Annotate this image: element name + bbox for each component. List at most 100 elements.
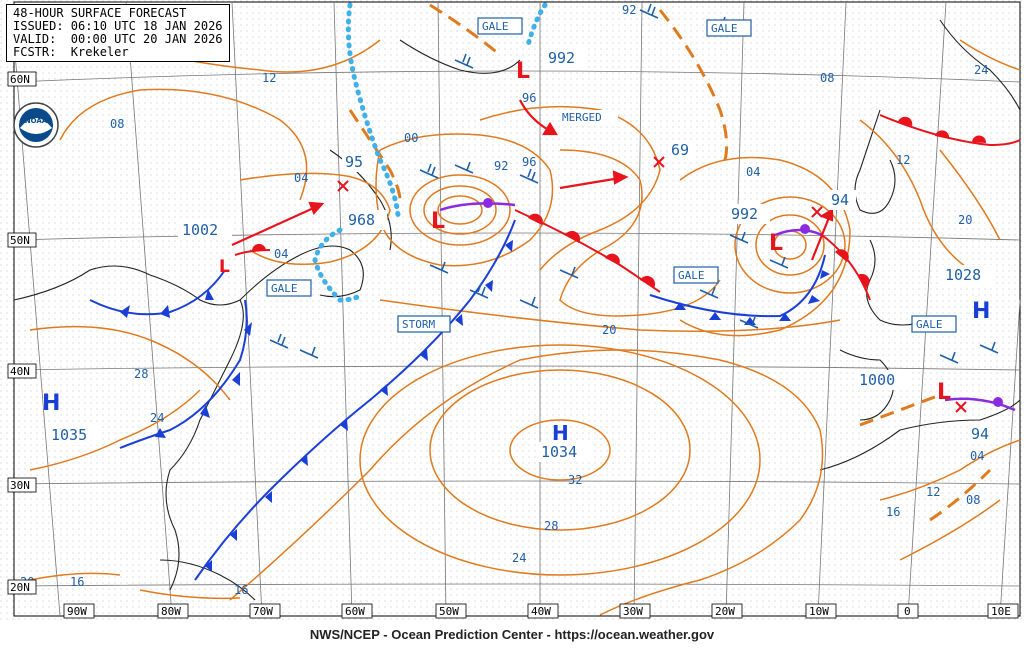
high-symbols: H H H [42, 299, 990, 445]
header-issued: ISSUED: 06:10 UTC 18 JAN 2026 [13, 19, 223, 33]
trough-greenland [429, 3, 501, 57]
grid-lon-20 [725, 1, 745, 617]
low-symbol: L [937, 380, 951, 405]
track-arrow-3 [559, 176, 621, 190]
cold-barb [808, 295, 820, 304]
warning-label: GALE [916, 318, 943, 331]
pressure-label-1002: 1002 [182, 221, 218, 239]
wind-barb [269, 333, 289, 349]
trough-mid-atlantic [658, 9, 729, 161]
occluded-bump [800, 224, 810, 234]
warm-bump [565, 230, 581, 243]
warm-front-east [821, 234, 871, 301]
wind-barb [419, 163, 439, 179]
isobar-low-992-east-a [734, 196, 846, 294]
pressure-label-992-north: 992 [548, 49, 575, 67]
x-marker [653, 156, 665, 168]
wind-barb [699, 286, 719, 299]
coast-british-isles [854, 109, 896, 214]
isobar-1012-east [899, 499, 1001, 561]
isobar-label: 24 [150, 411, 164, 425]
pressure-label-bg [345, 210, 387, 230]
isobar-low-968c [437, 195, 483, 225]
cold-barb [230, 529, 237, 541]
lon-label: 50W [439, 605, 459, 618]
cold-barb [455, 314, 463, 326]
lat-label: 30N [10, 479, 30, 492]
position-label-bg [668, 140, 696, 160]
isobar-1024-europe [959, 39, 1021, 71]
grid-lat-30 [13, 480, 1021, 485]
isobar-1024-west [29, 389, 201, 471]
isobar-label: 04 [294, 171, 308, 185]
wind-barb [519, 296, 539, 309]
wind-barb [739, 316, 759, 329]
cold-barb [485, 280, 493, 292]
high-symbol: H [972, 299, 990, 324]
grid-lon-0 [907, 1, 947, 617]
isobar-1020-south [229, 349, 824, 616]
cold-front-main [194, 219, 516, 581]
cold-barb [420, 349, 428, 361]
warning-label: GALE [678, 269, 705, 282]
warning-label: STORM [402, 318, 435, 331]
isobar-label: 96 [522, 91, 536, 105]
low-symbols: L L L L L [219, 59, 951, 405]
coast-caribbean [159, 559, 256, 601]
trough-africa [929, 468, 992, 522]
coast-maritimes [239, 245, 364, 301]
header-forecaster: FCSTR: Krekeler [13, 45, 129, 59]
lat-label: 40N [10, 365, 30, 378]
track-arrow-1 [231, 204, 319, 247]
cold-barb [155, 428, 166, 438]
isobar-label: 08 [110, 117, 124, 131]
grid-lon-80 [125, 1, 173, 617]
lon-label: 20W [715, 605, 735, 618]
isobars [29, 19, 1021, 616]
trough-iberia [859, 393, 941, 427]
warm-bump [858, 273, 870, 288]
isobar-label: 20 [602, 323, 616, 337]
svg-text:NOAA: NOAA [25, 117, 48, 125]
isobar-label: 12 [262, 71, 276, 85]
warm-bump [640, 275, 656, 288]
occluded-bump [483, 198, 493, 208]
cold-barb [505, 240, 513, 252]
cold-front-2 [119, 299, 248, 449]
isobar-label: 32 [568, 473, 582, 487]
forecast-x-markers [337, 156, 967, 413]
wind-barb [559, 266, 579, 279]
wind-barb [769, 256, 789, 269]
wind-barb [454, 53, 474, 69]
pressure-label-bg [856, 370, 910, 390]
ice-edges [312, 2, 548, 303]
pressure-label-1034: 1034 [541, 443, 577, 461]
cold-barb [300, 454, 308, 466]
wind-barb [729, 231, 749, 244]
occluded-fronts [439, 202, 1016, 412]
warm-bump [972, 135, 987, 143]
isobar-1016-east [879, 439, 1021, 501]
occluded-front-2 [774, 228, 823, 237]
warning-label: GALE [271, 282, 298, 295]
warm-front-bumps [251, 116, 987, 288]
position-label: 95 [345, 153, 363, 171]
latitude-labels: 60N 50N 40N 30N 20N [7, 71, 37, 595]
pressure-label-bg [942, 265, 996, 285]
isobar-low-968a [409, 174, 511, 246]
position-label-bg [342, 152, 370, 172]
cold-barb [674, 302, 686, 310]
cold-barb [380, 384, 388, 396]
lon-label: 0 [904, 605, 911, 618]
footer-credit[interactable]: NWS/NCEP - Ocean Prediction Center - htt… [309, 627, 715, 642]
lon-label: 60W [345, 605, 365, 618]
occluded-front-3 [944, 397, 1016, 412]
warning-box [706, 19, 752, 37]
lon-label: 70W [253, 605, 273, 618]
pressure-label-bg [728, 204, 770, 224]
isobar-label: 92 [622, 3, 636, 17]
cold-front-barbs [120, 240, 830, 572]
coast-france [866, 239, 931, 326]
lon-label: 10W [809, 605, 829, 618]
